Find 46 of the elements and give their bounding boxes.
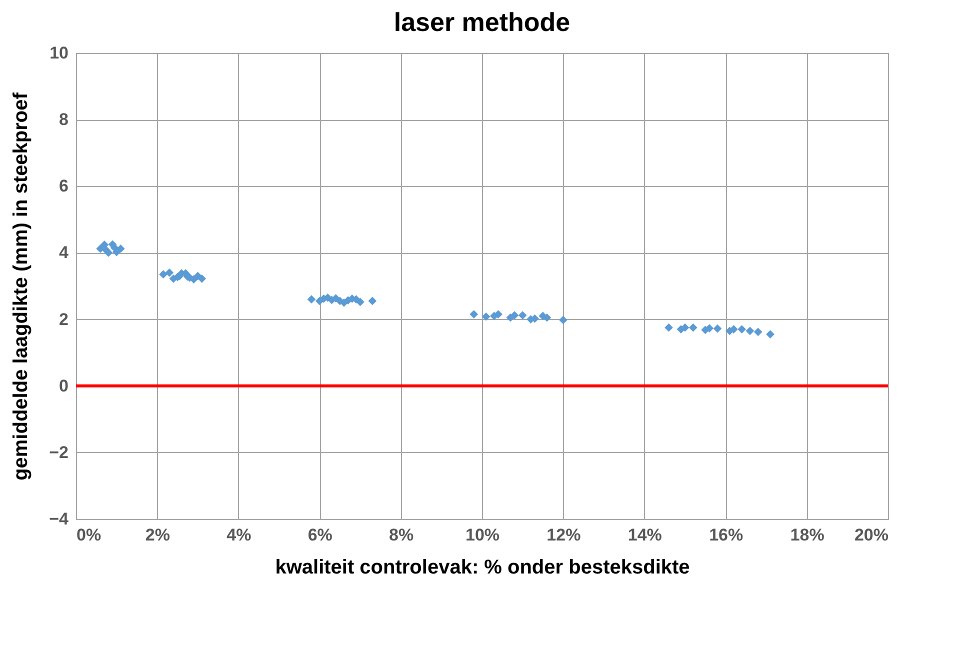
point — [746, 326, 754, 336]
point — [165, 268, 174, 277]
point — [766, 330, 774, 338]
point — [198, 274, 206, 283]
x-tick-label: 12% — [546, 526, 581, 544]
x-tick-label: 20% — [854, 526, 888, 544]
x-tick-label: 10% — [465, 526, 500, 544]
x-tick-label: 8% — [389, 526, 414, 544]
point — [490, 312, 498, 320]
point — [482, 312, 490, 321]
point — [159, 270, 168, 279]
point — [96, 244, 105, 253]
point — [559, 316, 568, 324]
point — [688, 323, 698, 332]
y-axis-title: gemiddelde laagdikte (mm) in steekproef — [10, 92, 32, 480]
point — [518, 311, 527, 320]
point — [102, 246, 111, 255]
y-tick-label: 10 — [50, 44, 68, 62]
y-tick-label: 6 — [59, 176, 68, 196]
y-tick-label: 8 — [59, 110, 68, 130]
point — [730, 325, 738, 334]
x-axis-title: kwaliteit controlevak: % onder besteksdikte — [275, 556, 690, 578]
y-tick-label: 4 — [59, 243, 70, 262]
x-tick-label: 0% — [76, 526, 102, 544]
point — [754, 328, 762, 336]
point — [738, 325, 746, 334]
x-tick-label: 14% — [628, 526, 662, 544]
point — [100, 240, 109, 249]
point — [713, 324, 722, 333]
point — [328, 296, 336, 304]
point — [368, 296, 377, 306]
y-tick-label: 2 — [59, 310, 68, 329]
x-tick-label: 4% — [226, 526, 252, 544]
point — [664, 323, 673, 332]
point — [307, 295, 316, 304]
x-tick-label: 16% — [709, 526, 744, 544]
point — [190, 275, 198, 284]
point — [470, 310, 478, 318]
point — [510, 311, 519, 320]
y-tick-label: 0 — [59, 376, 68, 396]
y-tick-label: −2 — [49, 442, 68, 462]
y-tick-label: −4 — [49, 510, 70, 528]
x-tick-label: 6% — [308, 526, 332, 544]
chart-title: laser methode — [394, 7, 570, 37]
x-tick-label: 18% — [790, 526, 824, 544]
x-tick-label: 2% — [145, 526, 170, 544]
